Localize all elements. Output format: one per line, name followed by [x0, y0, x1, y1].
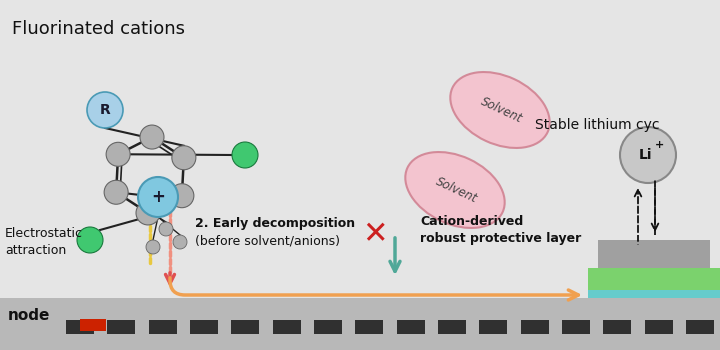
- Text: Solvent: Solvent: [479, 95, 525, 125]
- Bar: [66, 320, 94, 334]
- Text: Stable lithium cyc: Stable lithium cyc: [535, 118, 660, 132]
- Bar: [588, 268, 720, 290]
- Bar: [480, 320, 508, 334]
- Bar: [397, 320, 425, 334]
- Bar: [603, 320, 631, 334]
- Text: (before solvent/anions): (before solvent/anions): [195, 235, 340, 248]
- Bar: [190, 320, 218, 334]
- Circle shape: [159, 222, 173, 236]
- Circle shape: [173, 235, 187, 249]
- Circle shape: [104, 180, 128, 204]
- Bar: [438, 320, 466, 334]
- Circle shape: [136, 201, 160, 225]
- Ellipse shape: [450, 72, 549, 148]
- Text: +: +: [151, 188, 165, 206]
- Circle shape: [170, 184, 194, 208]
- Bar: [644, 320, 672, 334]
- Bar: [521, 320, 549, 334]
- Bar: [80, 319, 106, 331]
- Bar: [588, 290, 720, 298]
- Circle shape: [146, 240, 160, 254]
- Text: 2. Early decomposition: 2. Early decomposition: [195, 217, 355, 230]
- Text: ✕: ✕: [362, 220, 388, 250]
- Bar: [686, 320, 714, 334]
- Circle shape: [620, 127, 676, 183]
- Circle shape: [77, 227, 103, 253]
- Circle shape: [138, 177, 178, 217]
- Circle shape: [87, 92, 123, 128]
- Text: +: +: [655, 140, 665, 150]
- Text: Fluorinated cations: Fluorinated cations: [12, 20, 185, 38]
- Bar: [314, 320, 342, 334]
- Bar: [148, 320, 176, 334]
- Bar: [0, 298, 720, 350]
- Text: Li: Li: [639, 148, 653, 162]
- Text: Solvent: Solvent: [434, 175, 480, 205]
- Bar: [107, 320, 135, 334]
- Circle shape: [172, 146, 196, 170]
- Circle shape: [140, 125, 164, 149]
- Bar: [273, 320, 301, 334]
- Circle shape: [106, 142, 130, 166]
- Text: node: node: [8, 308, 50, 322]
- Text: Cation-derived
robust protective layer: Cation-derived robust protective layer: [420, 215, 581, 245]
- Bar: [231, 320, 259, 334]
- Text: R: R: [99, 103, 110, 117]
- Bar: [356, 320, 383, 334]
- Text: Electrostatic
attraction: Electrostatic attraction: [5, 227, 83, 257]
- Circle shape: [232, 142, 258, 168]
- Bar: [598, 240, 710, 268]
- Bar: [562, 320, 590, 334]
- Ellipse shape: [405, 152, 505, 228]
